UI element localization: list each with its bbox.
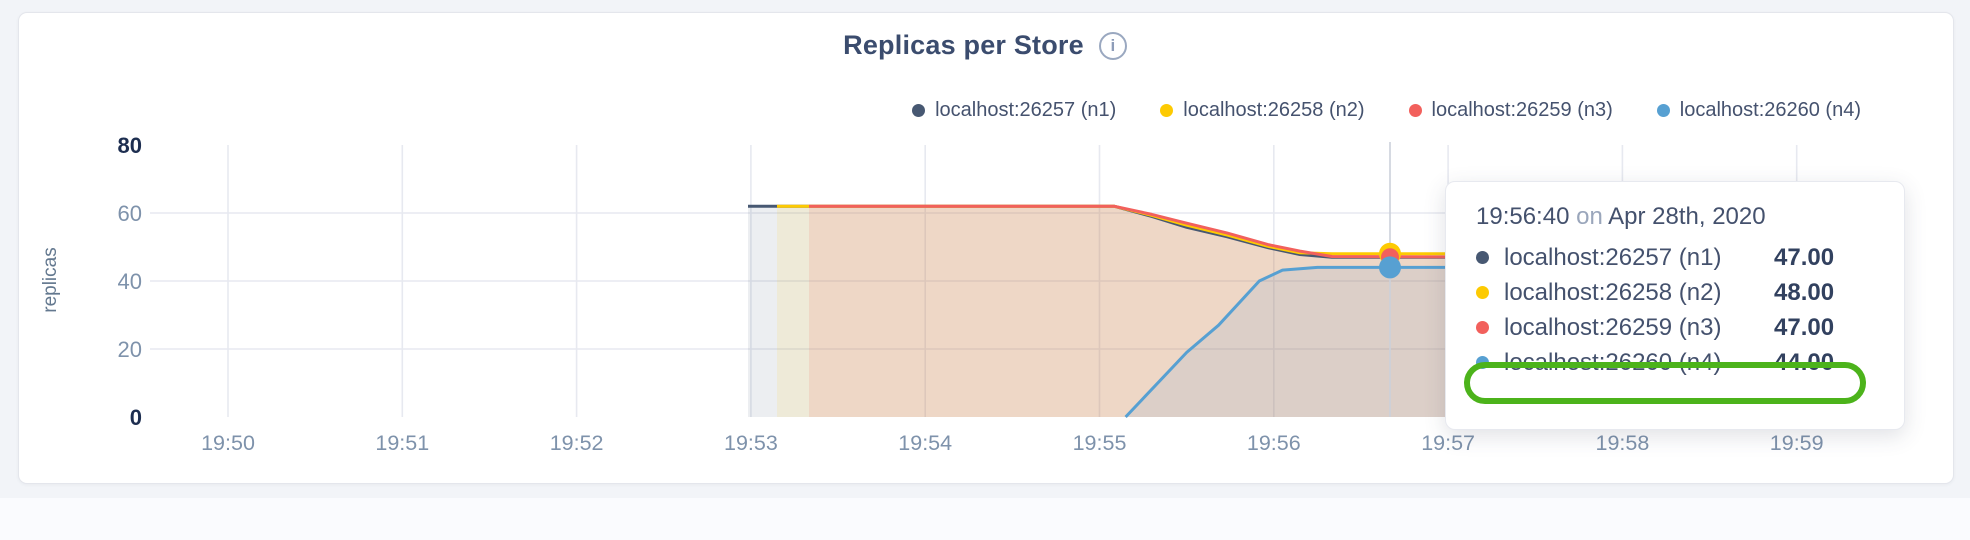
tooltip-time: 19:56:40 [1476,203,1570,230]
tooltip-row: localhost:26259 (n3) 47.00 [1476,310,1904,345]
hover-point-icon [1379,256,1401,279]
tooltip-series-value: 48.00 [1774,278,1835,306]
x-tick-label: 19:56 [1247,431,1301,455]
legend-item[interactable]: localhost:26258 (n2) [1160,99,1365,122]
series-line [1124,265,1536,419]
legend-dot-icon [1160,104,1174,117]
hover-tooltip: 19:56:40 on Apr 28th, 2020 localhost:262… [1445,181,1905,430]
tooltip-series-value: 44.00 [1774,348,1835,376]
tooltip-series-name: localhost:26257 (n1) [1504,243,1722,271]
series-area [809,206,1536,417]
info-icon[interactable]: i [1098,31,1127,60]
legend-dot-icon [1656,104,1670,117]
legend-item[interactable]: localhost:26257 (n1) [912,99,1116,122]
legend-dot-icon [912,104,926,117]
tooltip-series-name: localhost:26259 (n3) [1504,313,1722,341]
tooltip-sep: on [1576,203,1603,230]
y-tick-label: 20 [118,337,142,362]
x-tick-label: 19:51 [375,431,429,455]
tooltip-rows: localhost:26257 (n1) 47.00 localhost:26258… [1476,240,1904,380]
legend-label: localhost:26257 (n1) [935,99,1117,121]
legend-label: localhost:26258 (n2) [1183,99,1365,121]
series-area [777,206,1536,417]
legend-label: localhost:26259 (n3) [1431,99,1613,121]
tooltip-row: localhost:26258 (n2) 48.00 [1476,275,1904,310]
y-tick-label: 40 [118,269,142,294]
x-tick-label: 19:59 [1770,431,1824,455]
legend-item[interactable]: localhost:26259 (n3) [1408,99,1613,122]
tooltip-series-name: localhost:26258 (n2) [1504,278,1722,306]
tooltip-date: Apr 28th, 2020 [1608,203,1766,230]
tooltip-series-value: 47.00 [1774,243,1835,271]
chart-header: Replicas per Store i [0,30,1970,61]
y-tick-label: 0 [130,405,142,430]
x-tick-label: 19:52 [550,431,604,455]
series-area [1125,267,1536,417]
series-dot-icon [1476,356,1489,369]
tooltip-row: localhost:26257 (n1) 47.00 [1476,240,1904,275]
x-tick-label: 19:57 [1421,431,1475,455]
legend-item[interactable]: localhost:26260 (n4) [1656,99,1861,122]
series-line [809,204,1536,259]
tooltip-timestamp: 19:56:40 on Apr 28th, 2020 [1476,203,1904,231]
x-tick-label: 19:54 [898,431,952,455]
series-dot-icon [1476,286,1489,299]
chart-legend: localhost:26257 (n1) localhost:26258 (n2)… [912,99,1861,122]
series-area [748,206,1536,417]
x-tick-label: 19:58 [1595,431,1649,455]
legend-label: localhost:26260 (n4) [1679,99,1861,121]
series-dot-icon [1476,251,1489,264]
tooltip-row: localhost:26260 (n4) 44.00 [1476,345,1904,380]
x-tick-label: 19:55 [1073,431,1127,455]
legend-dot-icon [1408,104,1422,117]
tooltip-series-name: localhost:26260 (n4) [1504,348,1722,376]
series-dot-icon [1476,321,1489,334]
x-tick-label: 19:53 [724,431,778,455]
tooltip-series-value: 47.00 [1774,313,1835,341]
y-tick-label: 60 [118,201,142,226]
y-tick-label: 80 [118,133,142,158]
y-axis-label: replicas [40,247,61,312]
x-tick-label: 19:50 [201,431,255,455]
page-title: Replicas per Store [843,30,1084,60]
